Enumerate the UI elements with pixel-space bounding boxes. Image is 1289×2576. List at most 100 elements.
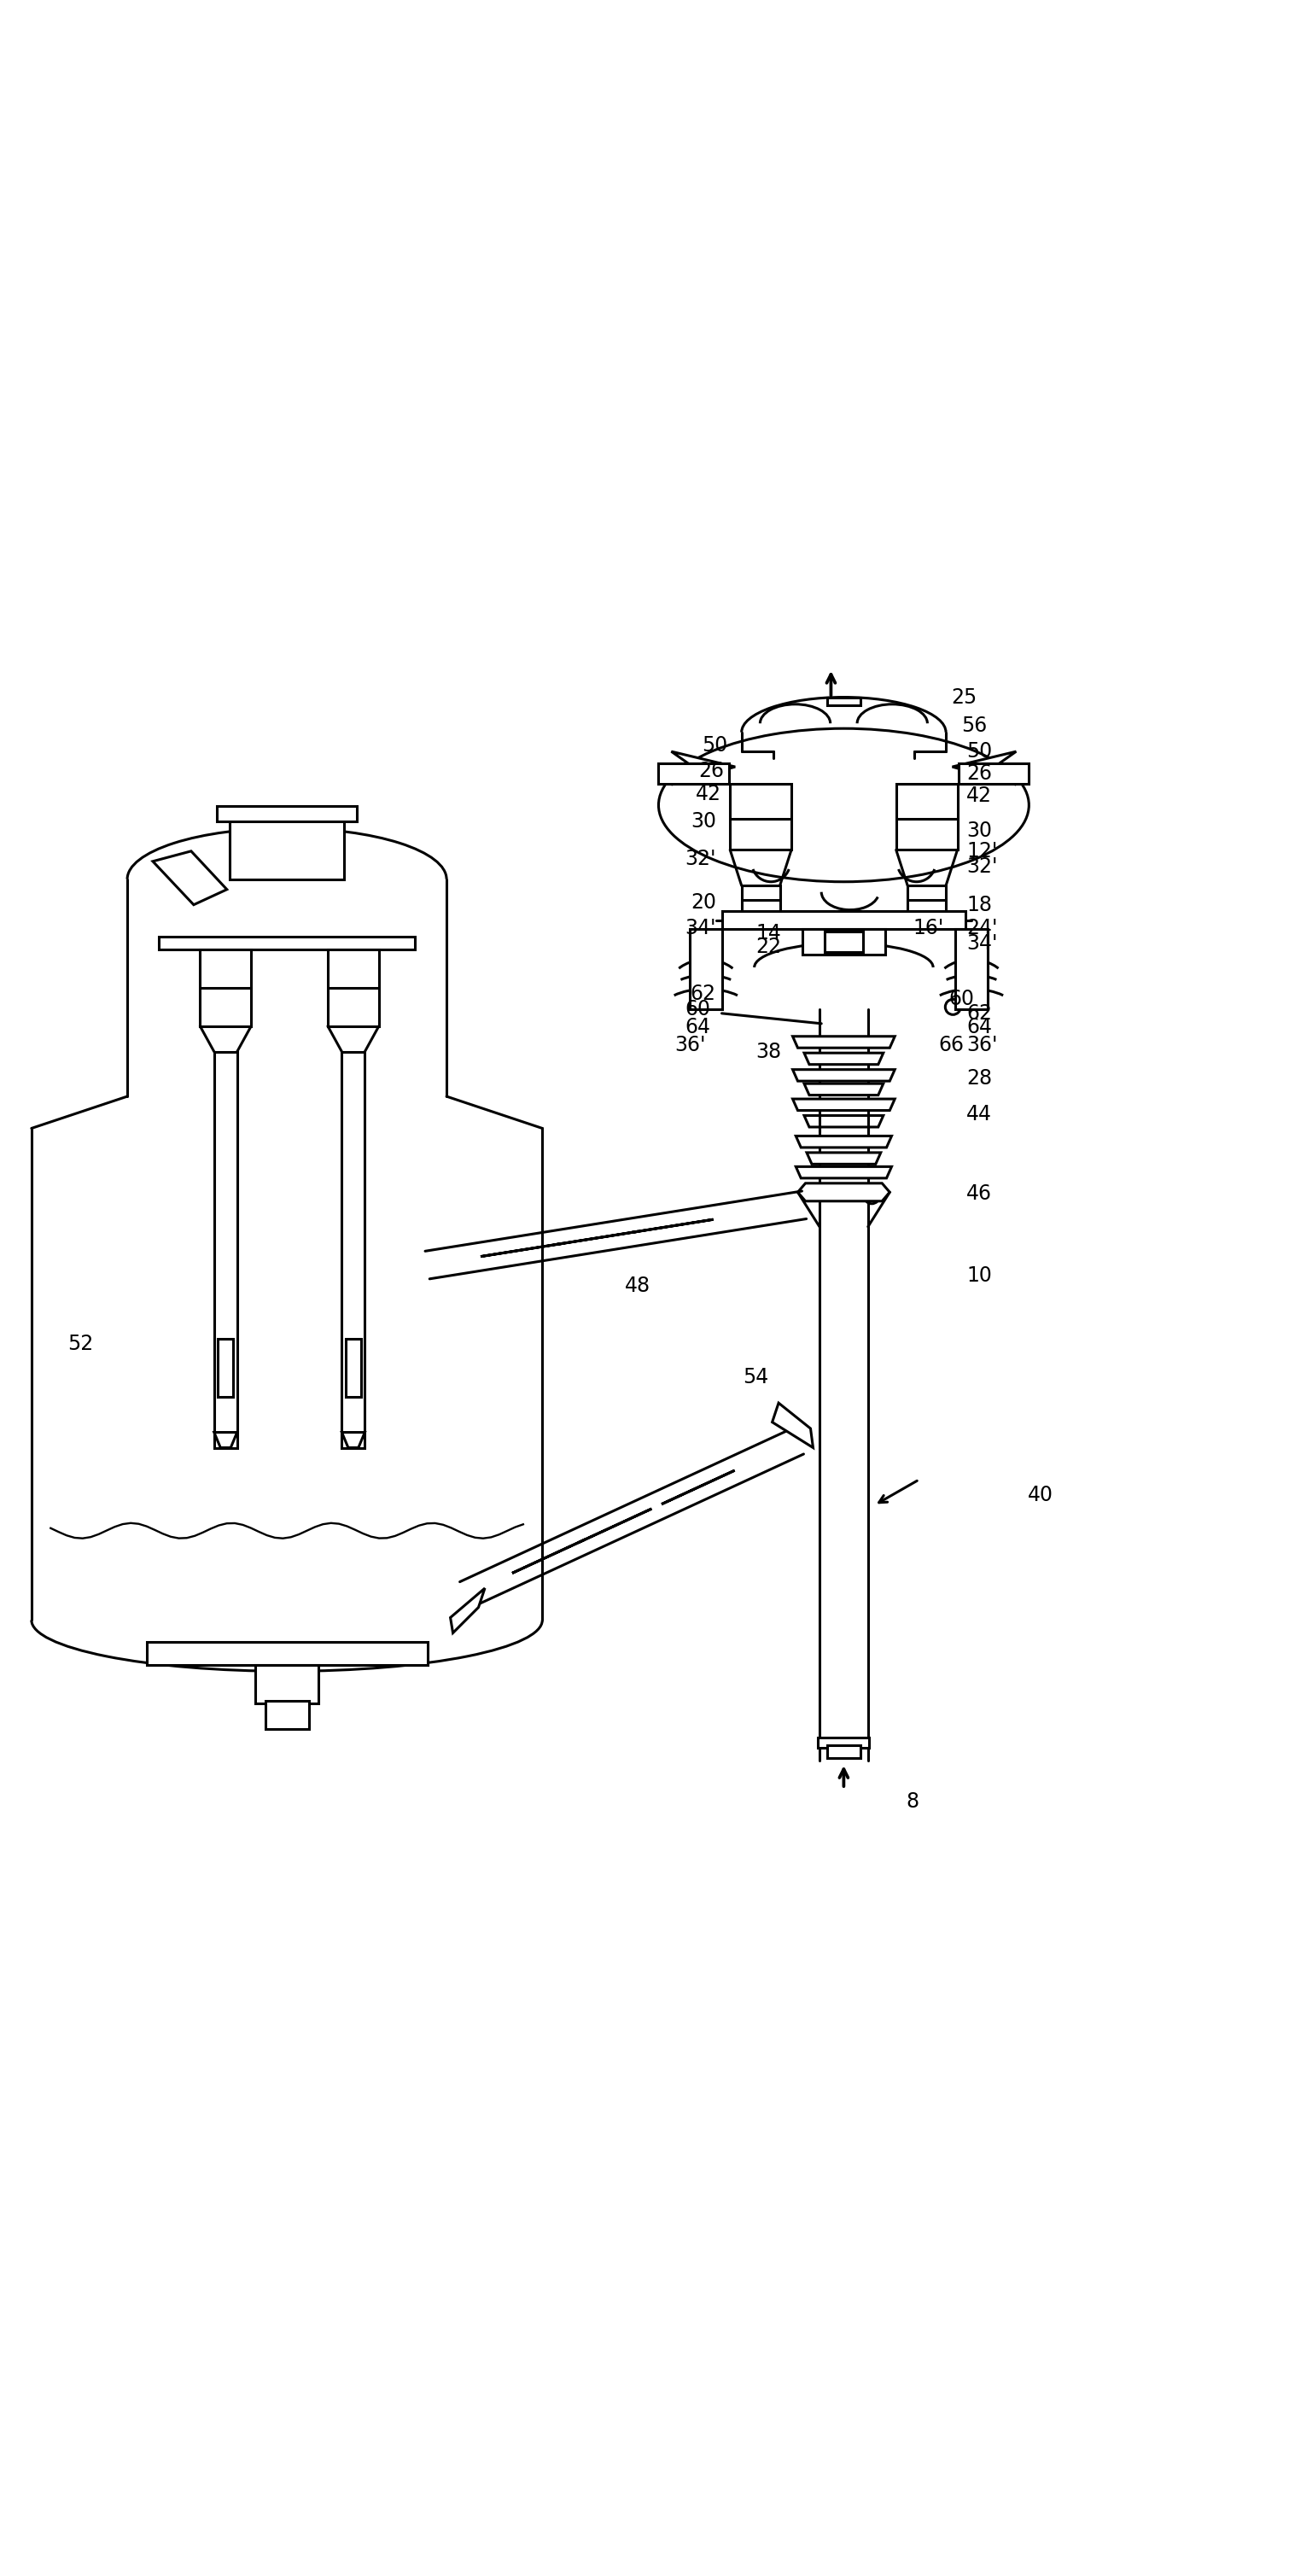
Bar [828, 698, 860, 706]
Polygon shape [804, 1115, 883, 1128]
Bar [214, 1051, 237, 1448]
Circle shape [233, 1646, 246, 1659]
Polygon shape [793, 1069, 895, 1082]
Polygon shape [512, 1540, 585, 1574]
Text: 10: 10 [967, 1265, 991, 1285]
Polygon shape [804, 1054, 883, 1064]
Text: 52: 52 [67, 1334, 93, 1355]
Circle shape [215, 1646, 228, 1659]
Polygon shape [481, 1244, 562, 1257]
Text: 60: 60 [949, 989, 974, 1010]
Polygon shape [807, 1151, 880, 1164]
Circle shape [402, 1646, 415, 1659]
Polygon shape [661, 1471, 735, 1504]
Text: 34': 34' [684, 917, 715, 938]
Text: 38: 38 [755, 1041, 781, 1061]
Text: 30: 30 [691, 811, 715, 832]
Text: 36': 36' [674, 1036, 706, 1056]
Polygon shape [795, 1136, 892, 1146]
Text: 32': 32' [684, 848, 715, 868]
Text: 42: 42 [967, 786, 993, 806]
Text: 56: 56 [962, 716, 987, 737]
Polygon shape [772, 1404, 813, 1448]
Bar [229, 817, 344, 878]
Bar [907, 886, 946, 914]
Text: 34': 34' [967, 933, 998, 953]
Polygon shape [450, 1589, 485, 1633]
Text: 26: 26 [967, 762, 993, 783]
Bar [217, 806, 357, 822]
Bar [825, 933, 862, 953]
Circle shape [383, 1646, 396, 1659]
Polygon shape [953, 752, 1016, 786]
Bar [741, 886, 780, 914]
Bar [266, 1700, 308, 1728]
Polygon shape [793, 1100, 895, 1110]
Polygon shape [793, 1036, 895, 1048]
Polygon shape [632, 1218, 713, 1231]
Text: 26: 26 [699, 760, 723, 781]
Bar [200, 951, 251, 1025]
Text: 18: 18 [967, 894, 993, 914]
Polygon shape [579, 1510, 652, 1543]
Text: 40: 40 [1027, 1484, 1053, 1504]
Bar [828, 1747, 860, 1757]
Text: 22: 22 [755, 938, 781, 958]
Text: 12': 12' [967, 840, 998, 860]
Text: 60: 60 [686, 999, 712, 1020]
Text: 44: 44 [967, 1105, 993, 1126]
Circle shape [159, 1646, 171, 1659]
Text: 14: 14 [755, 922, 781, 943]
Text: 20: 20 [691, 891, 715, 912]
Bar [959, 762, 1029, 783]
Text: 8: 8 [906, 1790, 919, 1811]
Bar [722, 912, 965, 930]
Circle shape [253, 1646, 266, 1659]
Bar [342, 1051, 365, 1448]
Circle shape [365, 1646, 378, 1659]
Text: 24': 24' [967, 917, 998, 938]
Text: 50: 50 [701, 734, 727, 755]
Text: 46: 46 [967, 1182, 993, 1203]
Text: 64: 64 [686, 1018, 712, 1038]
Circle shape [178, 1646, 191, 1659]
Bar [819, 1739, 869, 1749]
Circle shape [290, 1646, 303, 1659]
Circle shape [681, 768, 693, 781]
Bar [896, 783, 958, 850]
Bar [345, 1340, 361, 1396]
Bar [690, 930, 722, 1010]
Circle shape [196, 1646, 209, 1659]
Text: 25: 25 [951, 688, 977, 708]
Text: 48: 48 [625, 1275, 651, 1296]
Polygon shape [795, 1167, 892, 1177]
Bar [159, 938, 415, 951]
Polygon shape [342, 1432, 365, 1448]
Circle shape [327, 1646, 340, 1659]
Bar [147, 1641, 428, 1664]
Text: 62: 62 [967, 1002, 993, 1023]
Text: 36': 36' [967, 1036, 998, 1056]
Polygon shape [672, 752, 735, 786]
Text: 64: 64 [967, 1018, 993, 1038]
Polygon shape [804, 1084, 883, 1095]
Text: 16': 16' [913, 917, 944, 938]
Bar [255, 1664, 318, 1703]
Polygon shape [556, 1231, 638, 1244]
Bar [955, 930, 987, 1010]
Text: 30: 30 [967, 819, 993, 840]
Text: 62: 62 [691, 984, 715, 1005]
Text: 42: 42 [696, 783, 721, 804]
Circle shape [271, 1646, 284, 1659]
Circle shape [945, 999, 960, 1015]
Polygon shape [214, 1432, 237, 1448]
Circle shape [981, 768, 993, 781]
Bar [730, 783, 791, 850]
Circle shape [345, 1646, 358, 1659]
Text: 32': 32' [967, 855, 998, 876]
Circle shape [308, 1646, 321, 1659]
Text: 66: 66 [938, 1036, 964, 1056]
Text: 50: 50 [967, 742, 993, 762]
Polygon shape [798, 1182, 889, 1200]
Text: 28: 28 [967, 1069, 993, 1090]
